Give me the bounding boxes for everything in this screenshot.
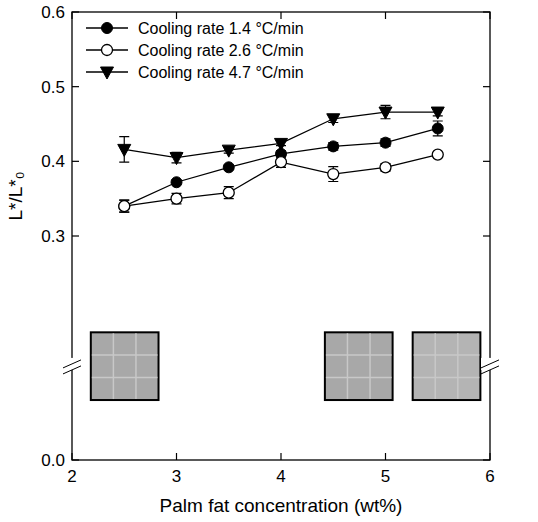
x-tick bbox=[385, 12, 386, 19]
point bbox=[171, 177, 182, 188]
inset-grid bbox=[414, 354, 480, 356]
x-tick bbox=[280, 12, 281, 19]
inset-square bbox=[91, 332, 159, 400]
point bbox=[432, 149, 443, 160]
inset-grid bbox=[414, 377, 480, 379]
legend-label: Cooling rate 1.4 °C/min bbox=[138, 20, 304, 37]
point bbox=[171, 193, 182, 204]
point bbox=[275, 138, 288, 150]
series-line bbox=[124, 128, 438, 206]
y-tick-label: 0.5 bbox=[41, 78, 65, 97]
y-axis-title: L*/L*₀ bbox=[5, 171, 26, 220]
y-tick-label: 0.4 bbox=[41, 152, 65, 171]
x-tick bbox=[71, 453, 72, 460]
plot-frame bbox=[72, 12, 490, 460]
inset-square bbox=[413, 332, 481, 400]
inset-image bbox=[325, 332, 393, 400]
inset-grid bbox=[113, 333, 115, 399]
x-tick bbox=[71, 12, 72, 19]
point bbox=[327, 114, 340, 126]
x-tick-label: 5 bbox=[381, 467, 390, 486]
inset-grid bbox=[457, 333, 459, 399]
axis-break bbox=[481, 366, 499, 374]
axis-break bbox=[63, 366, 81, 374]
x-tick bbox=[176, 12, 177, 19]
point bbox=[119, 201, 130, 212]
point bbox=[170, 153, 183, 165]
x-tick-label: 2 bbox=[67, 467, 76, 486]
y-tick bbox=[72, 459, 79, 460]
inset-grid bbox=[369, 333, 371, 399]
point bbox=[276, 157, 287, 168]
y-tick-label: 0.3 bbox=[41, 227, 65, 246]
y-tick bbox=[483, 86, 490, 87]
data-group bbox=[118, 105, 445, 212]
inset-image bbox=[91, 332, 159, 400]
legend-marker bbox=[101, 67, 114, 79]
error-bar bbox=[119, 200, 129, 212]
error-bar bbox=[224, 187, 234, 199]
inset-grid bbox=[92, 354, 158, 356]
error-bar bbox=[328, 167, 338, 182]
legend-marker bbox=[102, 23, 113, 34]
y-tick bbox=[72, 11, 79, 12]
error-bar bbox=[119, 200, 129, 212]
inset-image bbox=[413, 332, 481, 400]
y-tick bbox=[72, 161, 79, 162]
y-tick bbox=[483, 11, 490, 12]
point bbox=[118, 144, 131, 156]
point bbox=[328, 141, 339, 152]
point bbox=[223, 162, 234, 173]
x-tick-label: 3 bbox=[172, 467, 181, 486]
point bbox=[379, 107, 392, 119]
legend-label: Cooling rate 2.6 °C/min bbox=[138, 42, 304, 59]
inset-grid bbox=[326, 377, 392, 379]
point bbox=[380, 162, 391, 173]
y-tick bbox=[483, 235, 490, 236]
x-axis-title: Palm fat concentration (wt%) bbox=[160, 495, 403, 516]
point bbox=[328, 169, 339, 180]
y-tick-label: 0.0 bbox=[41, 451, 65, 470]
legend: Cooling rate 1.4 °C/min Cooling rate 2.6 … bbox=[86, 20, 304, 81]
y-tick bbox=[72, 86, 79, 87]
x-tick bbox=[385, 453, 386, 460]
point bbox=[432, 123, 443, 134]
point bbox=[380, 137, 391, 148]
inset-square bbox=[325, 332, 393, 400]
inset-grid bbox=[434, 333, 436, 399]
x-tick-label: 6 bbox=[485, 467, 494, 486]
inset-grid bbox=[347, 333, 349, 399]
x-tick bbox=[489, 12, 490, 19]
y-tick bbox=[72, 235, 79, 236]
y-tick bbox=[483, 161, 490, 162]
axis-break-gap bbox=[63, 358, 81, 370]
y-tick-label: 0.6 bbox=[41, 3, 65, 22]
error-bar bbox=[172, 193, 182, 203]
error-bar bbox=[433, 121, 443, 136]
inset-grid bbox=[92, 377, 158, 379]
x-tick bbox=[280, 453, 281, 460]
axis-break-gap bbox=[481, 358, 499, 370]
inset-grid bbox=[135, 333, 137, 399]
x-tick bbox=[176, 453, 177, 460]
x-tick bbox=[489, 453, 490, 460]
point bbox=[223, 187, 234, 198]
x-tick-label: 4 bbox=[276, 467, 285, 486]
series-line bbox=[124, 155, 438, 207]
legend-label: Cooling rate 4.7 °C/min bbox=[138, 64, 304, 81]
chart: 2 3 4 5 6 0.0 0.3 0.4 0.5 0.6 Palm fat concentrati… bbox=[0, 0, 538, 522]
error-bar bbox=[276, 157, 286, 167]
inset-grid bbox=[326, 354, 392, 356]
point bbox=[119, 201, 130, 212]
series-line bbox=[124, 112, 438, 158]
y-tick bbox=[483, 459, 490, 460]
legend-marker bbox=[102, 45, 113, 56]
point bbox=[222, 145, 235, 157]
point bbox=[431, 107, 444, 119]
